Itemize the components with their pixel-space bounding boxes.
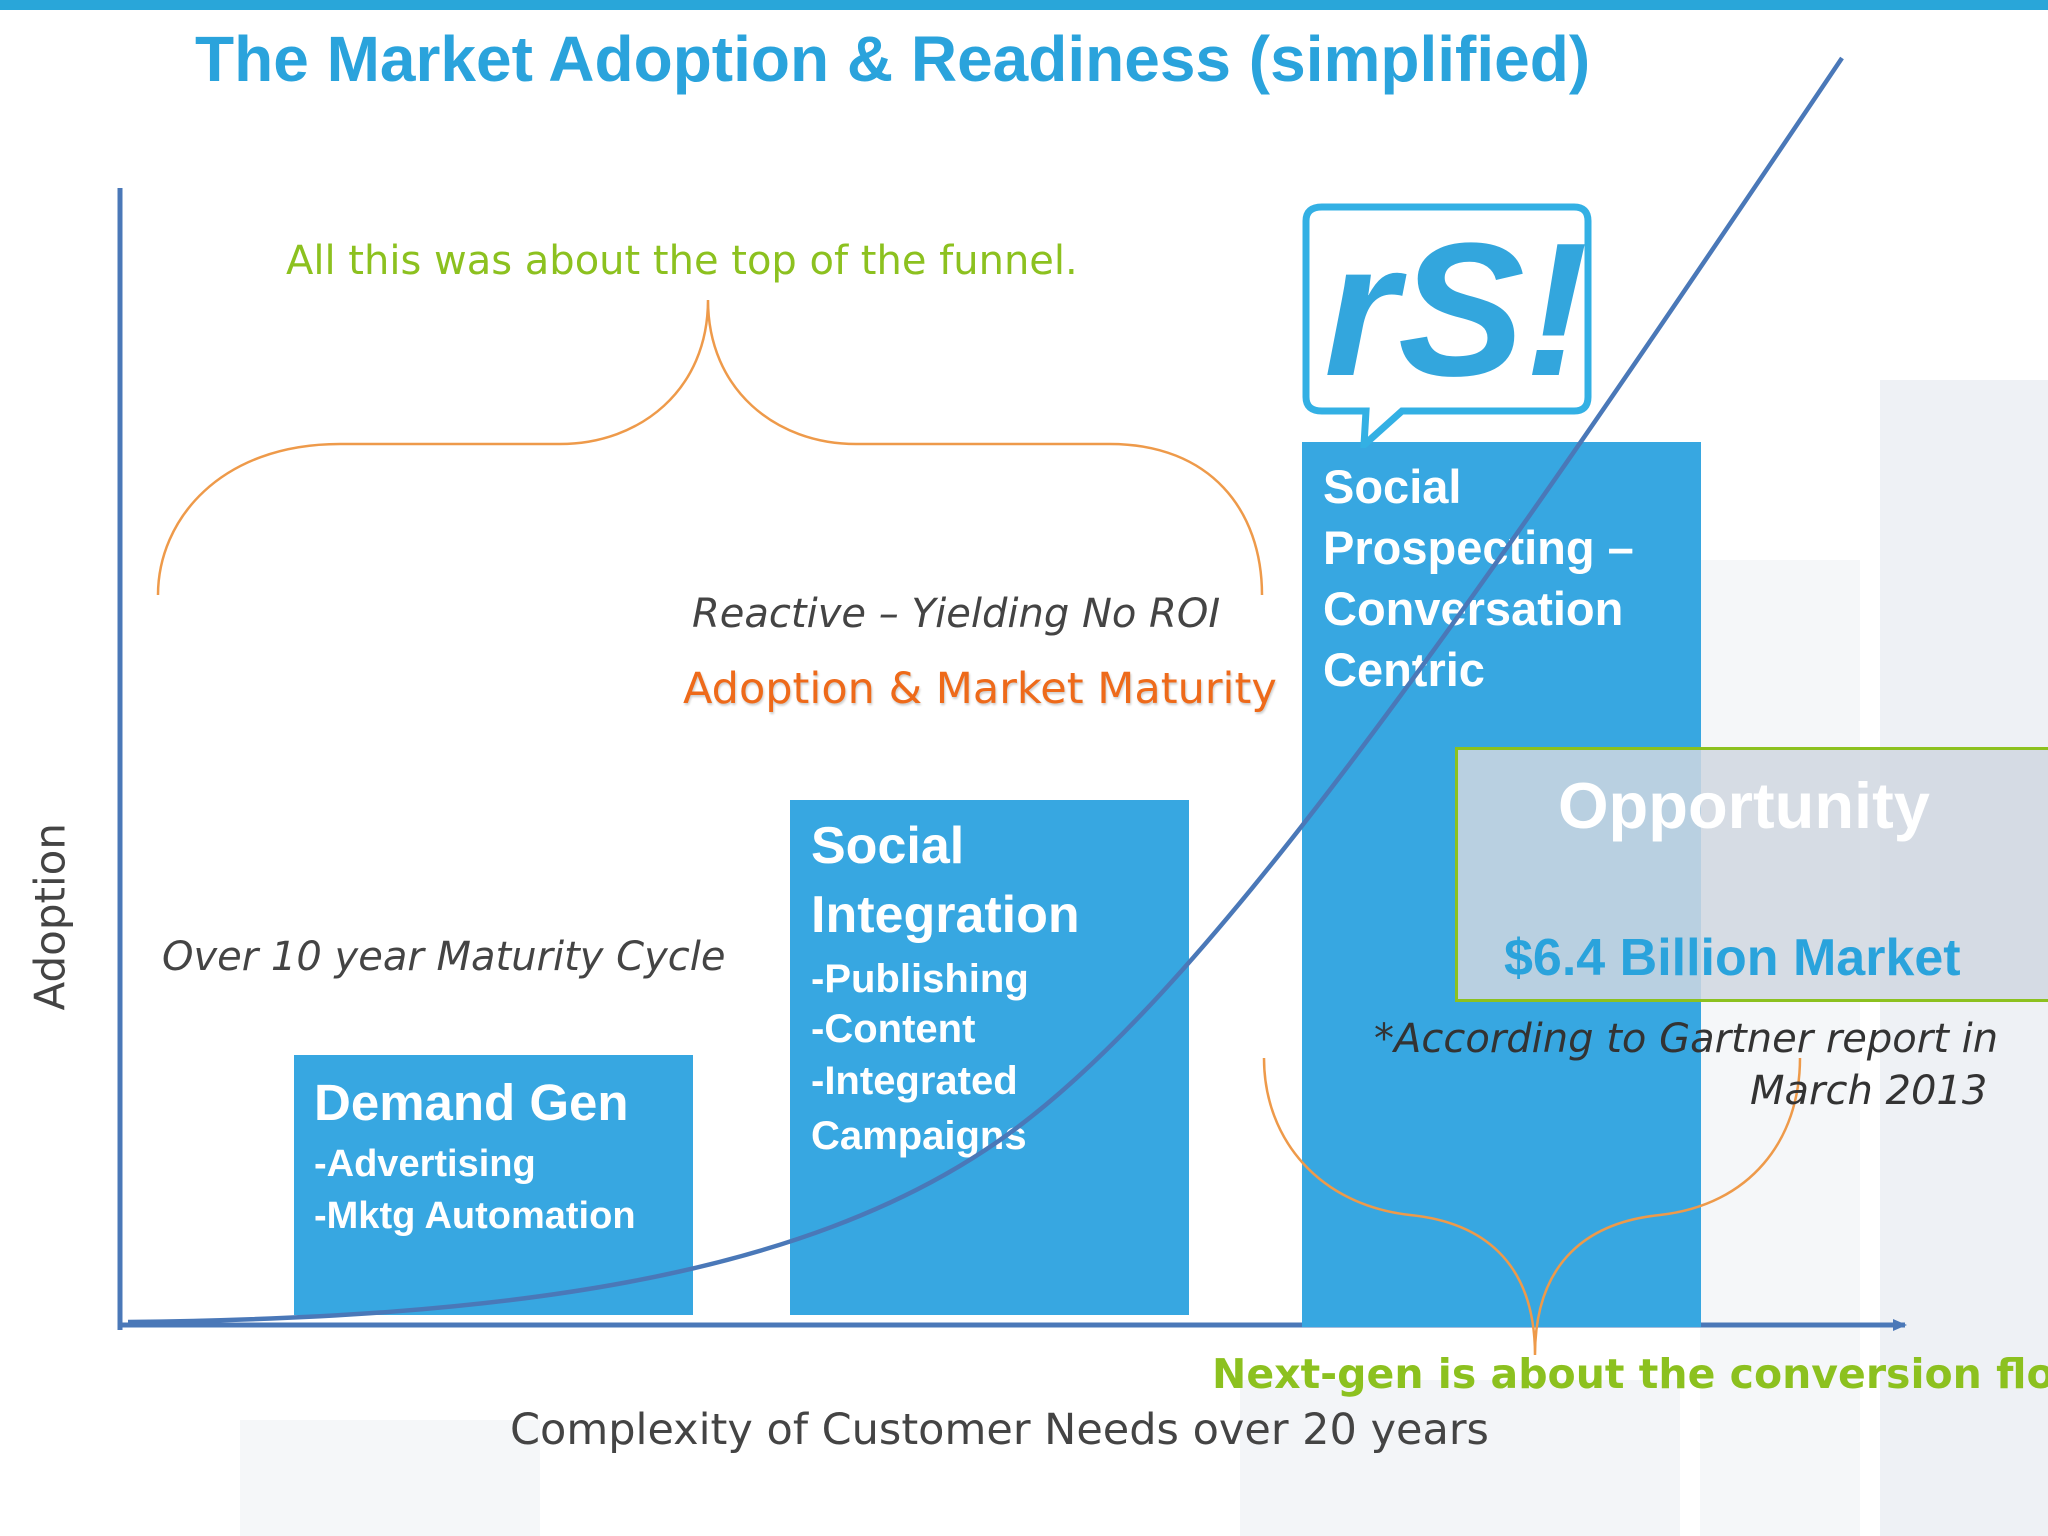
gartner-note-line2: March 2013 <box>1750 1068 1988 1114</box>
top-funnel-brace <box>156 299 1264 596</box>
top-funnel-note: All this was about the top of the funnel… <box>286 238 1078 284</box>
box-item: -Advertising <box>314 1143 536 1186</box>
rs-logo-icon: rS! <box>1302 203 1592 448</box>
top-accent-bar <box>0 0 2048 10</box>
social-integration-box: Social Integration -Publishing -Content … <box>790 800 1189 1315</box>
box-item: -Publishing <box>811 957 1029 1002</box>
page-title: The Market Adoption & Readiness (simplif… <box>195 23 1591 95</box>
logo-text: rS! <box>1324 204 1588 416</box>
box-heading: Social Prospecting – Conversation Centri… <box>1323 460 1634 697</box>
demand-gen-box: Demand Gen -Advertising -Mktg Automation <box>294 1055 693 1315</box>
reactive-note: Reactive – Yielding No ROI <box>692 591 1221 637</box>
box-item: -Mktg Automation <box>314 1194 636 1237</box>
box-item: -Content <box>811 1007 976 1052</box>
box-item: -Integrated Campaigns <box>811 1059 1027 1158</box>
maturity-cycle-note: Over 10 year Maturity Cycle <box>162 934 726 980</box>
background-building <box>1240 1380 1680 1536</box>
opportunity-value: $6.4 Billion Market <box>1504 929 1961 987</box>
opportunity-panel: Opportunity $6.4 Billion Market <box>1455 747 2048 1002</box>
next-gen-note: Next-gen is about the conversion flow! <box>1212 1350 2048 1398</box>
background-building <box>1700 560 1860 1536</box>
box-heading: Demand Gen <box>314 1074 629 1131</box>
adoption-curve <box>127 56 1844 1325</box>
conversion-brace <box>1262 1057 1802 1356</box>
box-heading: Social Integration <box>811 817 1080 945</box>
adoption-maturity-note: Adoption & Market Maturity <box>683 664 1277 714</box>
y-axis-label: Adoption <box>25 823 75 1011</box>
x-axis-label: Complexity of Customer Needs over 20 yea… <box>510 1405 1489 1455</box>
opportunity-heading: Opportunity <box>1558 769 1930 842</box>
gartner-note-line1: *According to Gartner report in <box>1374 1016 1999 1062</box>
background-building <box>240 1420 540 1536</box>
